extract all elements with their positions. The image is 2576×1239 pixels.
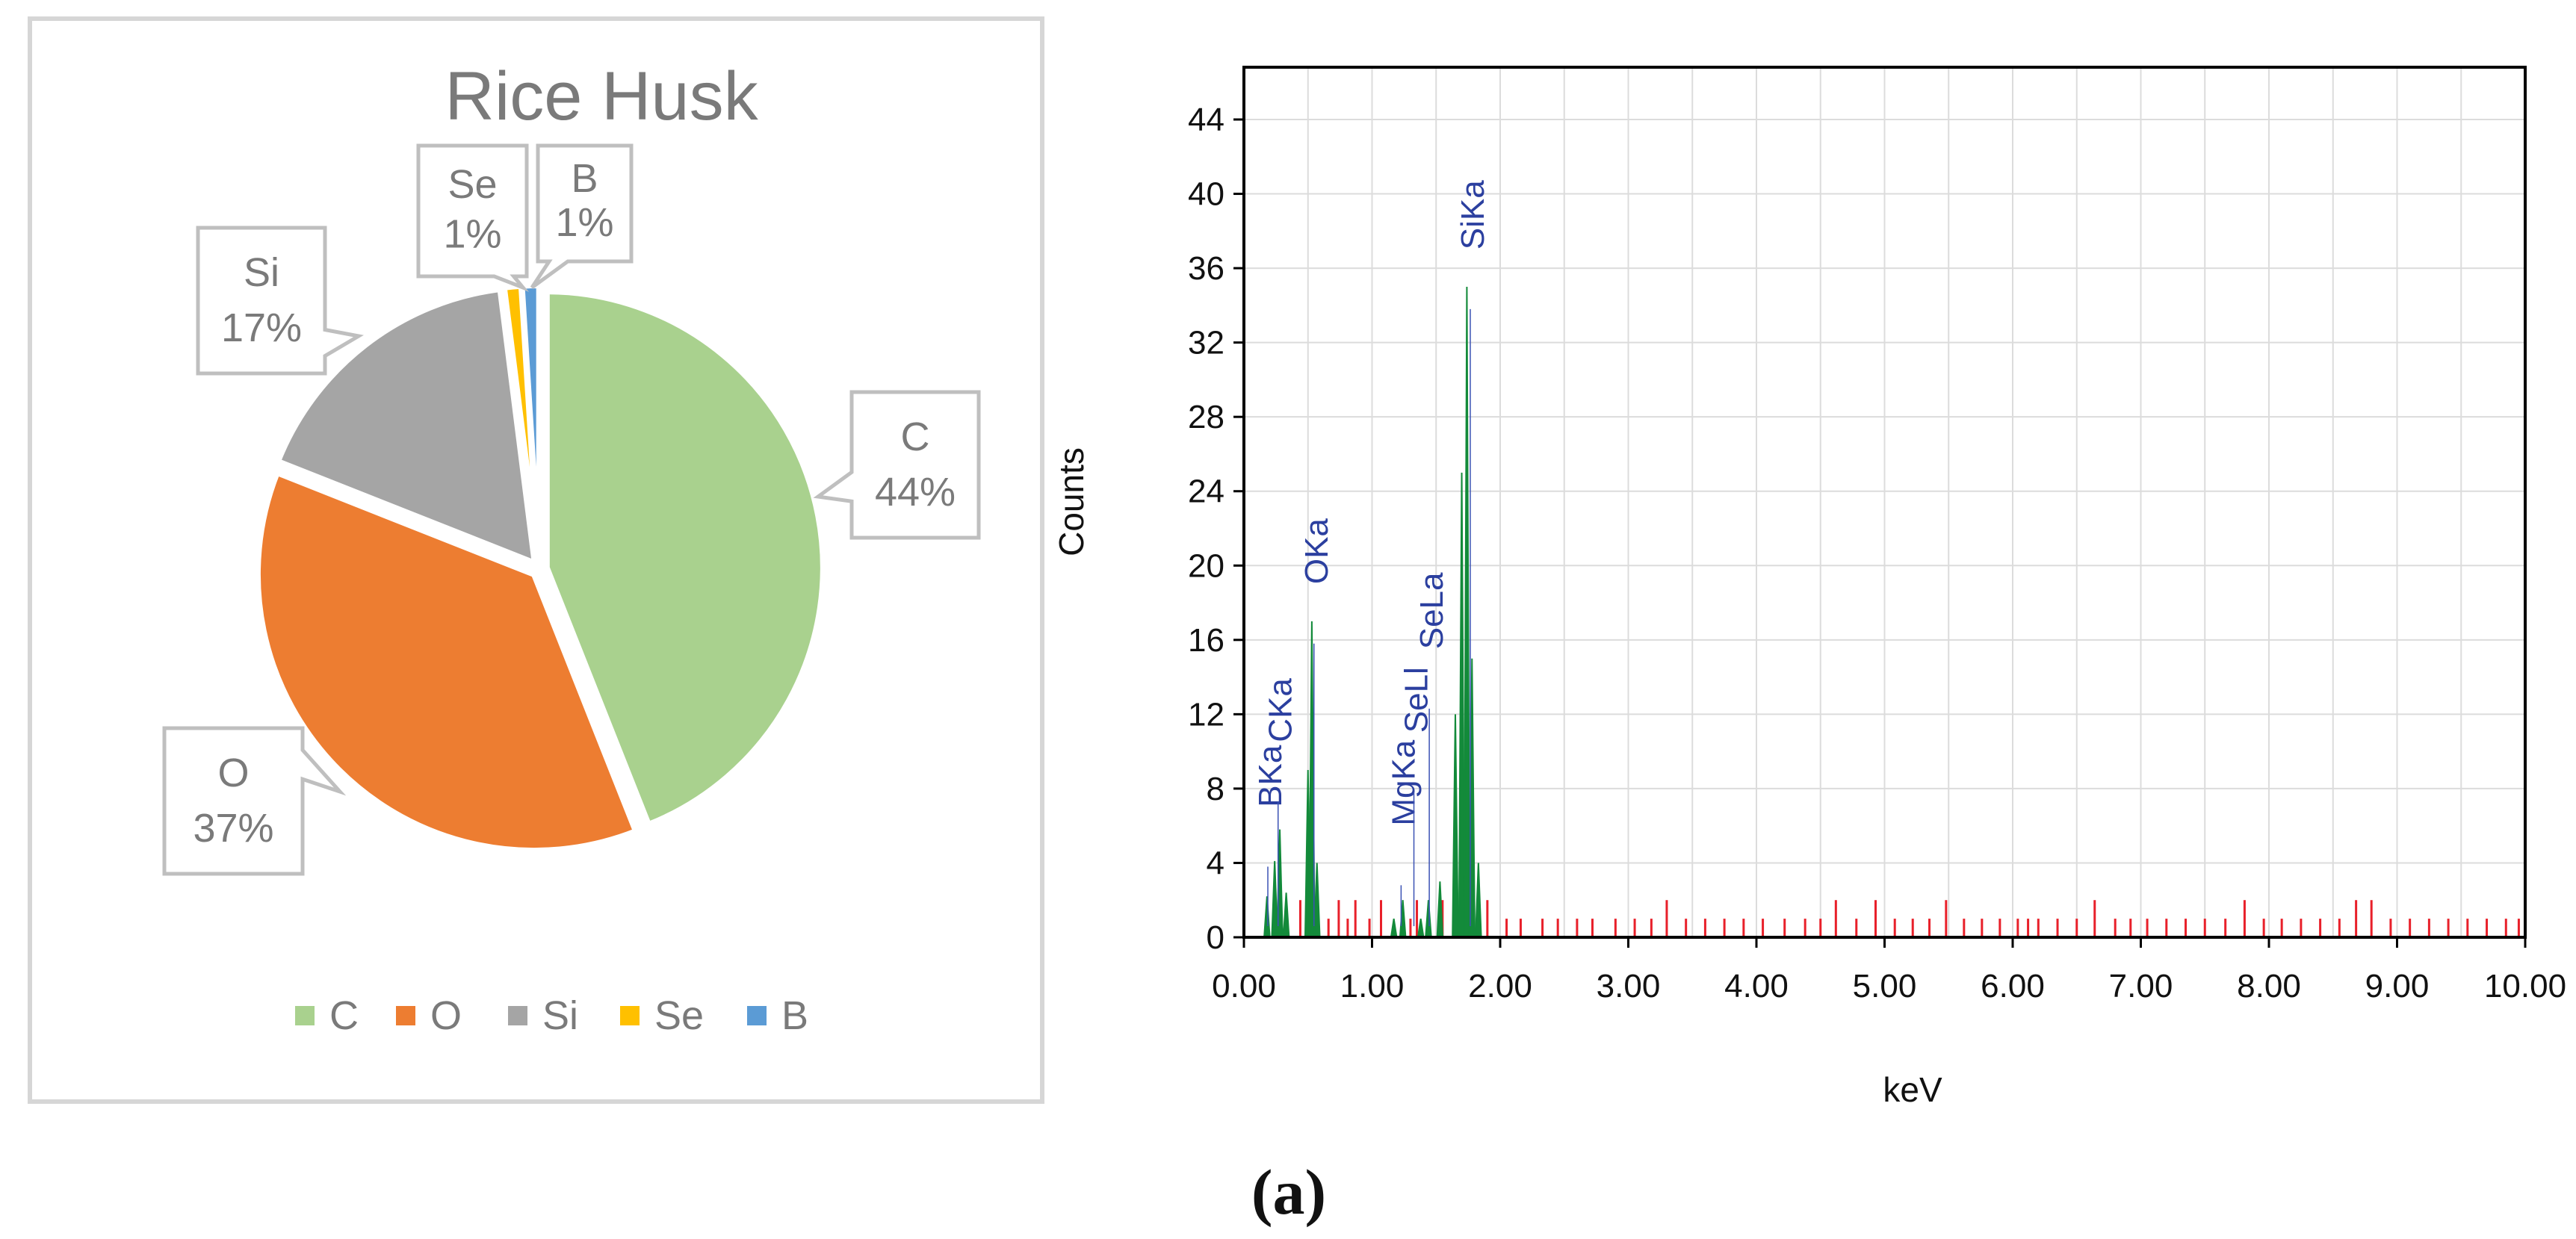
x-tick-label: 9.00	[2365, 968, 2430, 1004]
pie-callout-percent: 1%	[555, 200, 613, 245]
pie-callout-o: O 37%	[162, 726, 347, 876]
legend-label: Se	[654, 993, 704, 1038]
legend-swatch	[295, 1006, 315, 1025]
pie-callout-category: C	[901, 414, 930, 459]
spectrum-peak	[1425, 900, 1432, 938]
pie-slice-c	[543, 288, 826, 829]
y-tick-label: 16	[1188, 622, 1224, 659]
x-tick-label: 8.00	[2237, 968, 2301, 1004]
pie-callout-c: C 44%	[813, 390, 981, 540]
legend-entry-o: O	[396, 993, 462, 1038]
spectrum-y-ticks: 0 4 8 12 16 20 24 28 32 36 40 44	[1188, 102, 1244, 956]
pie-slice-o	[254, 468, 640, 854]
legend-label: B	[781, 993, 808, 1038]
pie-callout-category: Se	[448, 162, 497, 207]
legend-label: Si	[542, 993, 578, 1038]
spectrum-peak	[1463, 286, 1471, 938]
spectrum-grid	[1243, 67, 2526, 938]
legend-swatch	[508, 1006, 527, 1025]
spectrum-peak	[1417, 918, 1425, 938]
y-tick-label: 32	[1188, 325, 1224, 361]
legend-label: C	[329, 993, 359, 1038]
pie-legend: C O Si Se B	[295, 993, 808, 1038]
pie-slices	[254, 282, 826, 854]
spectrum-peak	[1390, 918, 1398, 938]
peak-label-bka: BKa	[1252, 745, 1289, 807]
legend-entry-si: Si	[508, 993, 578, 1038]
figure-label: (a)	[1251, 1156, 1326, 1228]
x-tick-label: 5.00	[1853, 968, 1917, 1004]
x-tick-label: 2.00	[1468, 968, 1532, 1004]
spectrum-peak	[1313, 863, 1321, 938]
legend-swatch	[747, 1006, 767, 1025]
y-tick-label: 20	[1188, 547, 1224, 584]
y-tick-label: 44	[1188, 102, 1224, 138]
pie-callout-percent: 17%	[221, 305, 302, 350]
y-tick-label: 24	[1188, 473, 1224, 510]
pie-callout-percent: 1%	[443, 212, 501, 257]
y-tick-label: 36	[1188, 250, 1224, 287]
pie-callout-box	[813, 390, 981, 540]
y-tick-label: 12	[1188, 696, 1224, 733]
y-tick-label: 28	[1188, 399, 1224, 435]
legend-swatch	[396, 1006, 415, 1025]
spectrum-peak	[1282, 892, 1290, 938]
spectrum-x-axis-label: keV	[1883, 1070, 1942, 1109]
x-tick-label: 10.00	[2484, 968, 2566, 1004]
spectrum-peak	[1475, 863, 1482, 938]
legend-entry-c: C	[295, 993, 359, 1038]
peak-label-sika: SiKa	[1455, 180, 1491, 249]
spectrum-peak	[1263, 896, 1271, 938]
legend-entry-se: Se	[620, 993, 704, 1038]
pie-callout-si: Si 17%	[196, 226, 364, 376]
x-tick-label: 0.00	[1212, 968, 1276, 1004]
y-tick-label: 40	[1188, 176, 1224, 213]
legend-entry-b: B	[747, 993, 808, 1038]
peak-label-cka: CKa	[1263, 678, 1299, 742]
spectrum-noise-lines	[1298, 900, 2520, 937]
spectrum-peak	[1436, 881, 1444, 938]
pie-callout-box	[416, 143, 530, 292]
x-tick-label: 6.00	[1981, 968, 2045, 1004]
x-tick-label: 3.00	[1597, 968, 1661, 1004]
y-tick-label: 8	[1207, 771, 1224, 807]
peak-label-oka: OKa	[1298, 518, 1335, 585]
pie-chart-title: Rice Husk	[445, 58, 758, 134]
pie-callout-percent: 37%	[193, 806, 273, 851]
pie-callout-percent: 44%	[875, 470, 956, 515]
pie-callout-box	[530, 143, 634, 290]
spectrum-peak	[1452, 714, 1459, 938]
y-tick-label: 4	[1207, 845, 1224, 881]
y-tick-label: 0	[1207, 919, 1224, 956]
pie-callout-category: O	[217, 751, 249, 795]
spectrum-y-axis-label: Counts	[1052, 447, 1091, 556]
pie-callout-se: Se 1%	[416, 143, 530, 292]
x-tick-label: 7.00	[2109, 968, 2173, 1004]
spectrum-x-ticks: 0.00 1.00 2.00 3.00 4.00 5.00 6.00 7.00 8.00 9.00…	[1212, 937, 2566, 1004]
pie-callout-box	[162, 726, 347, 876]
pie-slice-si	[273, 285, 539, 568]
peak-label-mgka: MgKa	[1385, 739, 1422, 825]
peak-label-sela: SeLa	[1414, 572, 1450, 649]
legend-swatch	[620, 1006, 640, 1025]
x-tick-label: 4.00	[1724, 968, 1789, 1004]
x-tick-label: 1.00	[1340, 968, 1405, 1004]
pie-callout-category: Si	[244, 250, 279, 295]
pie-callout-b: B1%	[530, 143, 634, 290]
legend-label: O	[430, 993, 462, 1038]
pie-callout-box	[196, 226, 364, 376]
pie-callout-category: B	[571, 156, 598, 201]
